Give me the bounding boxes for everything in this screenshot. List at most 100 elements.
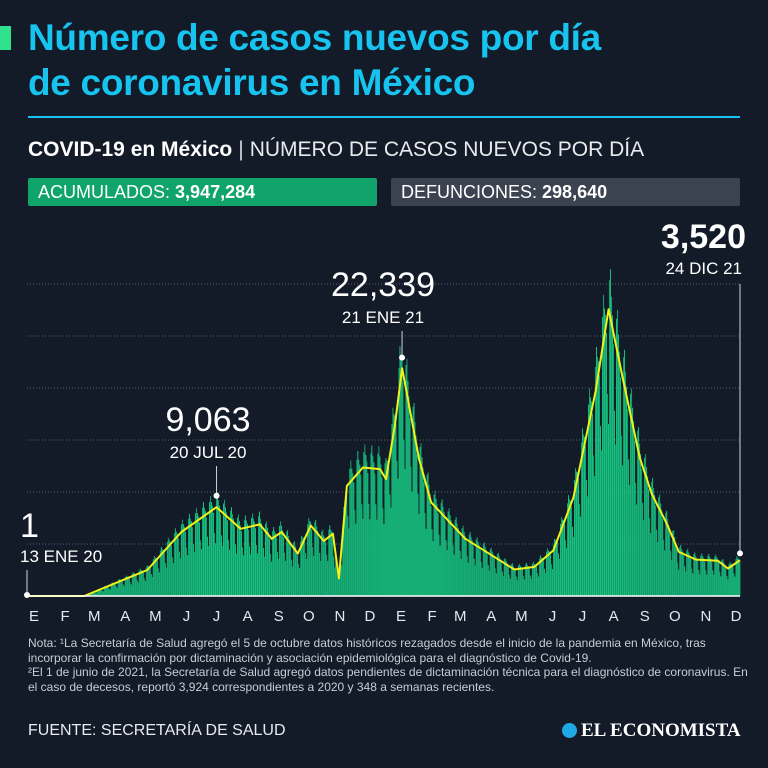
daily-bar bbox=[442, 507, 444, 596]
daily-bar bbox=[553, 538, 555, 596]
daily-bar bbox=[258, 516, 260, 596]
el-economista-logo: EL ECONOMISTA bbox=[562, 720, 741, 742]
month-tick-label: A bbox=[120, 608, 130, 625]
daily-bar bbox=[537, 576, 539, 596]
daily-bar bbox=[376, 519, 378, 596]
daily-bar bbox=[222, 545, 223, 596]
daily-bar bbox=[299, 567, 301, 596]
daily-bar bbox=[436, 504, 438, 596]
daily-bar bbox=[231, 507, 232, 596]
daily-bar bbox=[631, 388, 633, 596]
daily-bar bbox=[707, 555, 709, 596]
daily-bar bbox=[691, 568, 693, 596]
daily-bar bbox=[181, 519, 183, 596]
daily-bar bbox=[502, 575, 504, 596]
daily-bar bbox=[662, 519, 664, 596]
daily-bar bbox=[158, 572, 160, 596]
daily-bar bbox=[733, 573, 735, 596]
daily-bar bbox=[315, 519, 317, 596]
daily-bar bbox=[191, 527, 193, 596]
daily-bar bbox=[367, 473, 369, 596]
daily-bar bbox=[215, 543, 216, 596]
daily-bar bbox=[95, 593, 97, 596]
daily-bar bbox=[596, 347, 597, 596]
daily-bar bbox=[263, 547, 265, 596]
daily-bar bbox=[695, 555, 697, 596]
daily-bar bbox=[391, 424, 393, 596]
daily-bar bbox=[129, 582, 131, 596]
daily-bar bbox=[580, 516, 581, 596]
daily-bar bbox=[138, 570, 140, 596]
daily-bar bbox=[720, 576, 722, 596]
daily-bar bbox=[659, 494, 661, 596]
daily-bar bbox=[513, 568, 515, 596]
daily-bar bbox=[121, 580, 123, 596]
daily-bar bbox=[684, 566, 686, 596]
month-tick-label: O bbox=[303, 608, 315, 625]
daily-bar bbox=[168, 540, 170, 596]
daily-bar bbox=[257, 553, 258, 596]
daily-bar bbox=[542, 560, 544, 596]
daily-bar bbox=[329, 525, 331, 596]
daily-bar bbox=[157, 568, 159, 596]
daily-bar bbox=[228, 539, 229, 596]
daily-bar bbox=[532, 561, 534, 596]
daily-bar bbox=[408, 396, 410, 596]
daily-bar bbox=[608, 423, 609, 596]
daily-bar bbox=[428, 485, 430, 596]
daily-bar bbox=[438, 534, 440, 596]
daily-bar bbox=[395, 423, 397, 596]
daily-bar bbox=[517, 565, 519, 596]
daily-bar bbox=[132, 572, 134, 596]
daily-bar bbox=[424, 513, 426, 596]
month-tick-label: M bbox=[454, 608, 467, 625]
daily-bar bbox=[464, 535, 466, 596]
daily-bar bbox=[159, 550, 161, 596]
daily-bar bbox=[245, 515, 246, 596]
daily-bar bbox=[294, 541, 296, 596]
month-tick-label: E bbox=[396, 608, 406, 625]
daily-bar bbox=[563, 520, 564, 596]
daily-bar bbox=[557, 553, 559, 596]
daily-bar bbox=[180, 524, 182, 596]
daily-bar bbox=[327, 561, 329, 596]
daily-bar bbox=[437, 513, 439, 596]
daily-bar bbox=[90, 592, 92, 596]
daily-bar bbox=[382, 508, 384, 596]
daily-bar bbox=[100, 589, 102, 596]
daily-bar bbox=[601, 450, 602, 596]
daily-bar bbox=[725, 568, 727, 596]
daily-bar bbox=[98, 589, 100, 596]
subtitle: COVID-19 en México | NÚMERO DE CASOS NUEVO… bbox=[28, 138, 644, 162]
daily-bar bbox=[722, 559, 724, 596]
daily-bar bbox=[323, 535, 325, 596]
daily-bar bbox=[120, 579, 122, 596]
daily-bar bbox=[635, 482, 637, 596]
daily-bar bbox=[110, 583, 112, 596]
daily-bar bbox=[169, 541, 171, 596]
daily-bar bbox=[242, 547, 243, 596]
daily-bar bbox=[651, 481, 653, 596]
daily-bar bbox=[209, 502, 210, 596]
daily-bar bbox=[197, 516, 199, 596]
daily-bar bbox=[512, 566, 514, 596]
daily-bar bbox=[732, 566, 734, 596]
daily-bar bbox=[364, 444, 366, 596]
daily-bar bbox=[646, 467, 648, 596]
defunciones-value: 298,640 bbox=[542, 182, 608, 202]
daily-bar bbox=[210, 496, 211, 596]
daily-bar bbox=[445, 540, 447, 596]
annotation-dot bbox=[213, 492, 220, 499]
daily-bar bbox=[183, 526, 185, 596]
daily-bar bbox=[136, 580, 138, 596]
daily-bar bbox=[226, 512, 227, 596]
daily-bar bbox=[308, 517, 310, 596]
daily-bar bbox=[152, 559, 154, 596]
daily-bar bbox=[699, 574, 701, 596]
daily-bar bbox=[161, 548, 163, 596]
daily-bar bbox=[195, 507, 197, 596]
daily-bar bbox=[273, 526, 275, 596]
daily-bar bbox=[301, 535, 303, 596]
daily-bar bbox=[346, 490, 348, 596]
daily-bar bbox=[480, 561, 482, 596]
